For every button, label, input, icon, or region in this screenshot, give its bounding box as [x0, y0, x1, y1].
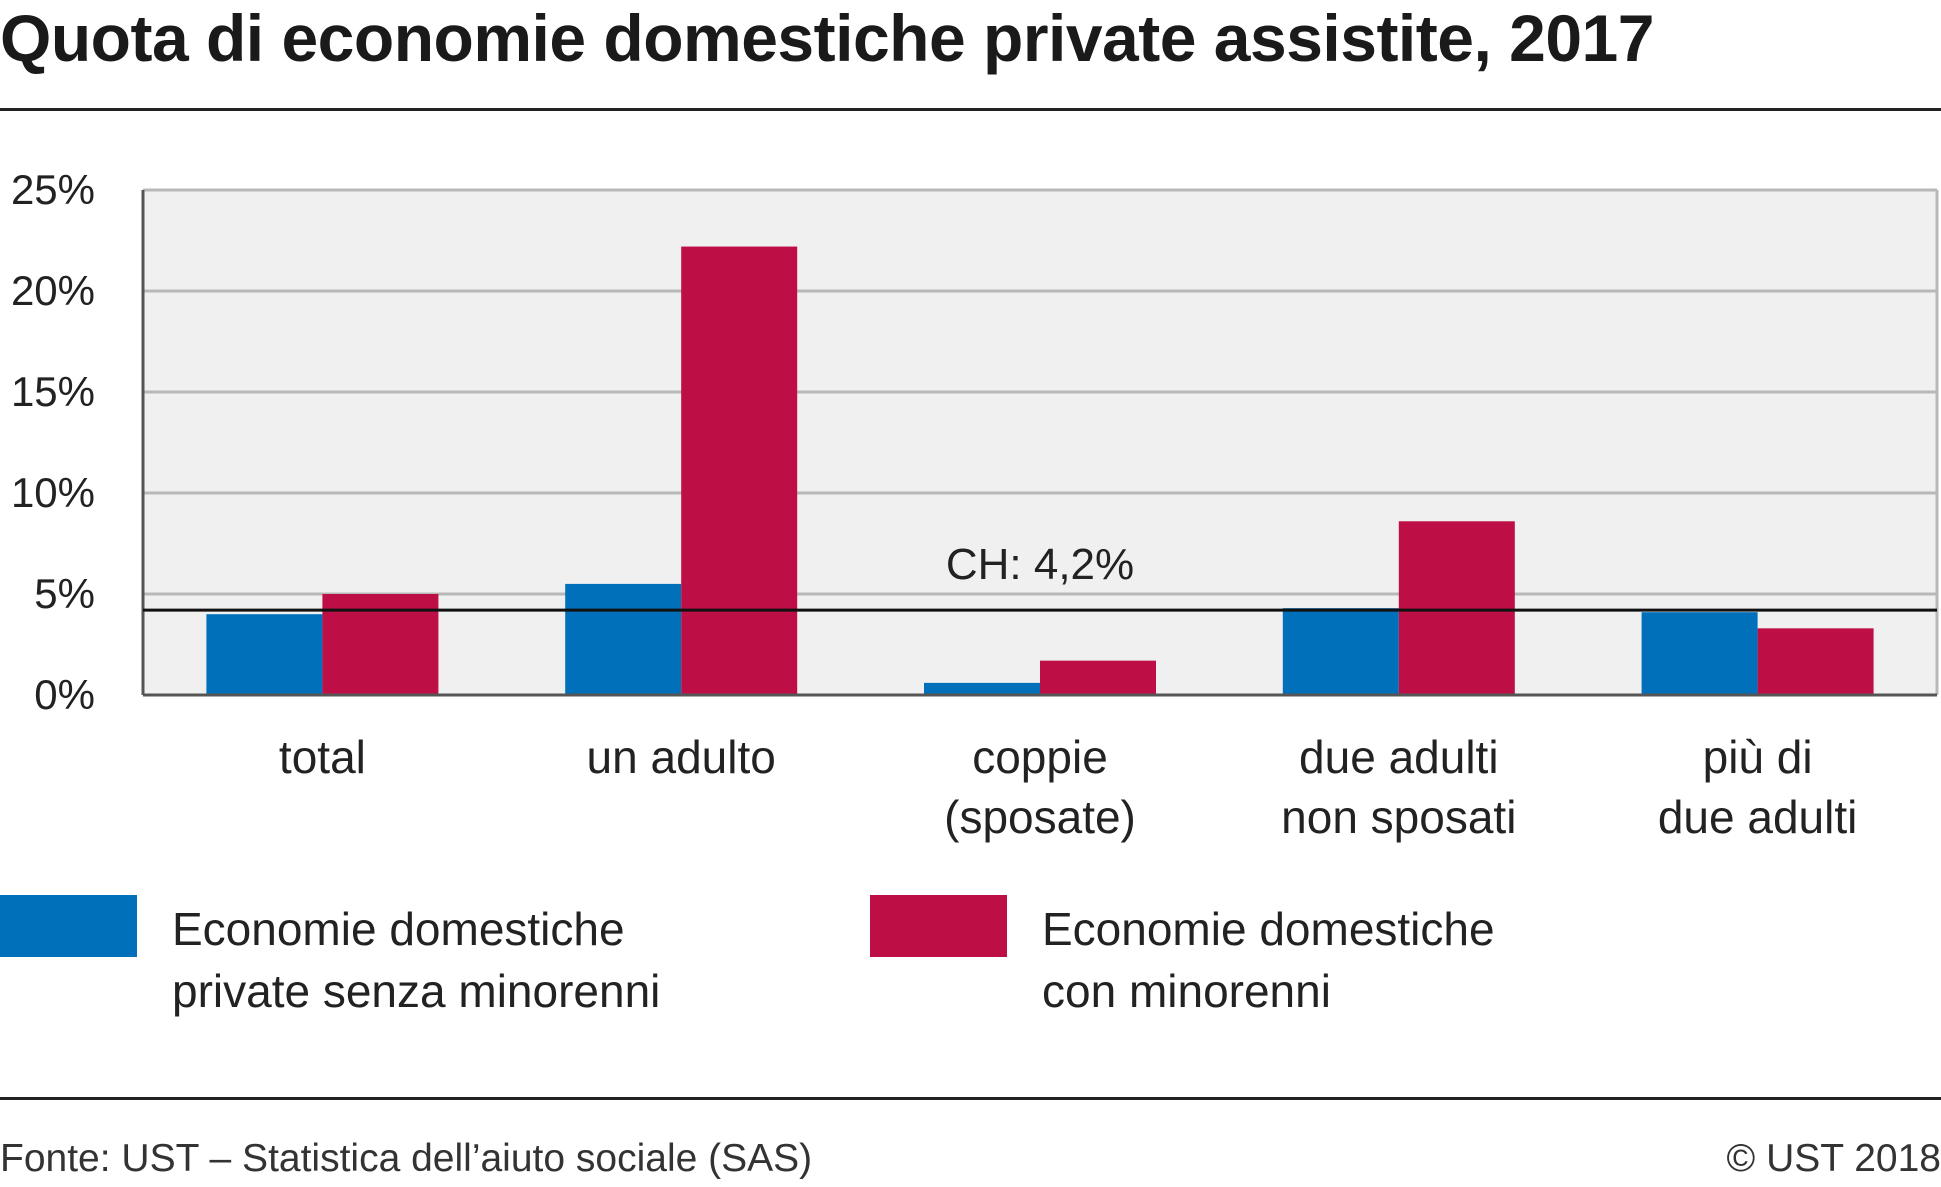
legend-swatch	[0, 895, 137, 957]
x-tick-label: un adulto	[587, 731, 776, 783]
bar	[924, 682, 1040, 695]
bottom-rule	[0, 1097, 1941, 1100]
bar	[1040, 660, 1156, 695]
chart: 0% 5% 10% 15% 20% 25% total un adulto coppie (spo…	[0, 166, 1939, 1017]
top-rule	[0, 108, 1941, 111]
x-tick-label: più di due adulti	[1658, 731, 1858, 843]
bar	[1757, 628, 1874, 695]
copyright-note: © UST 2018	[1726, 1137, 1941, 1180]
y-tick-label: 20%	[11, 267, 95, 314]
reference-line-label: CH: 4,2%	[946, 540, 1134, 589]
y-tick-label: 25%	[11, 166, 95, 213]
legend-swatch	[870, 895, 1007, 957]
y-tick-label: 10%	[11, 469, 95, 516]
source-note: Fonte: UST – Statistica dell’aiuto socia…	[0, 1137, 813, 1180]
bar	[1282, 608, 1399, 695]
bar	[206, 614, 323, 695]
bar	[1398, 521, 1515, 695]
y-tick-label: 5%	[34, 570, 95, 617]
chart-title: Quota di economie domestiche private ass…	[0, 1, 1654, 75]
legend-label: Economie domestiche con minorenni	[1042, 903, 1495, 1017]
y-tick-label: 15%	[11, 368, 95, 415]
legend-label: Economie domestiche private senza minoren…	[172, 903, 660, 1017]
bar	[1641, 612, 1758, 695]
x-tick-label: total	[279, 731, 366, 783]
x-tick-label: due adulti non sposati	[1281, 731, 1516, 843]
bar	[565, 583, 682, 695]
bar	[681, 246, 798, 695]
x-tick-label: coppie (sposate)	[944, 731, 1136, 843]
y-tick-label: 0%	[34, 671, 95, 718]
